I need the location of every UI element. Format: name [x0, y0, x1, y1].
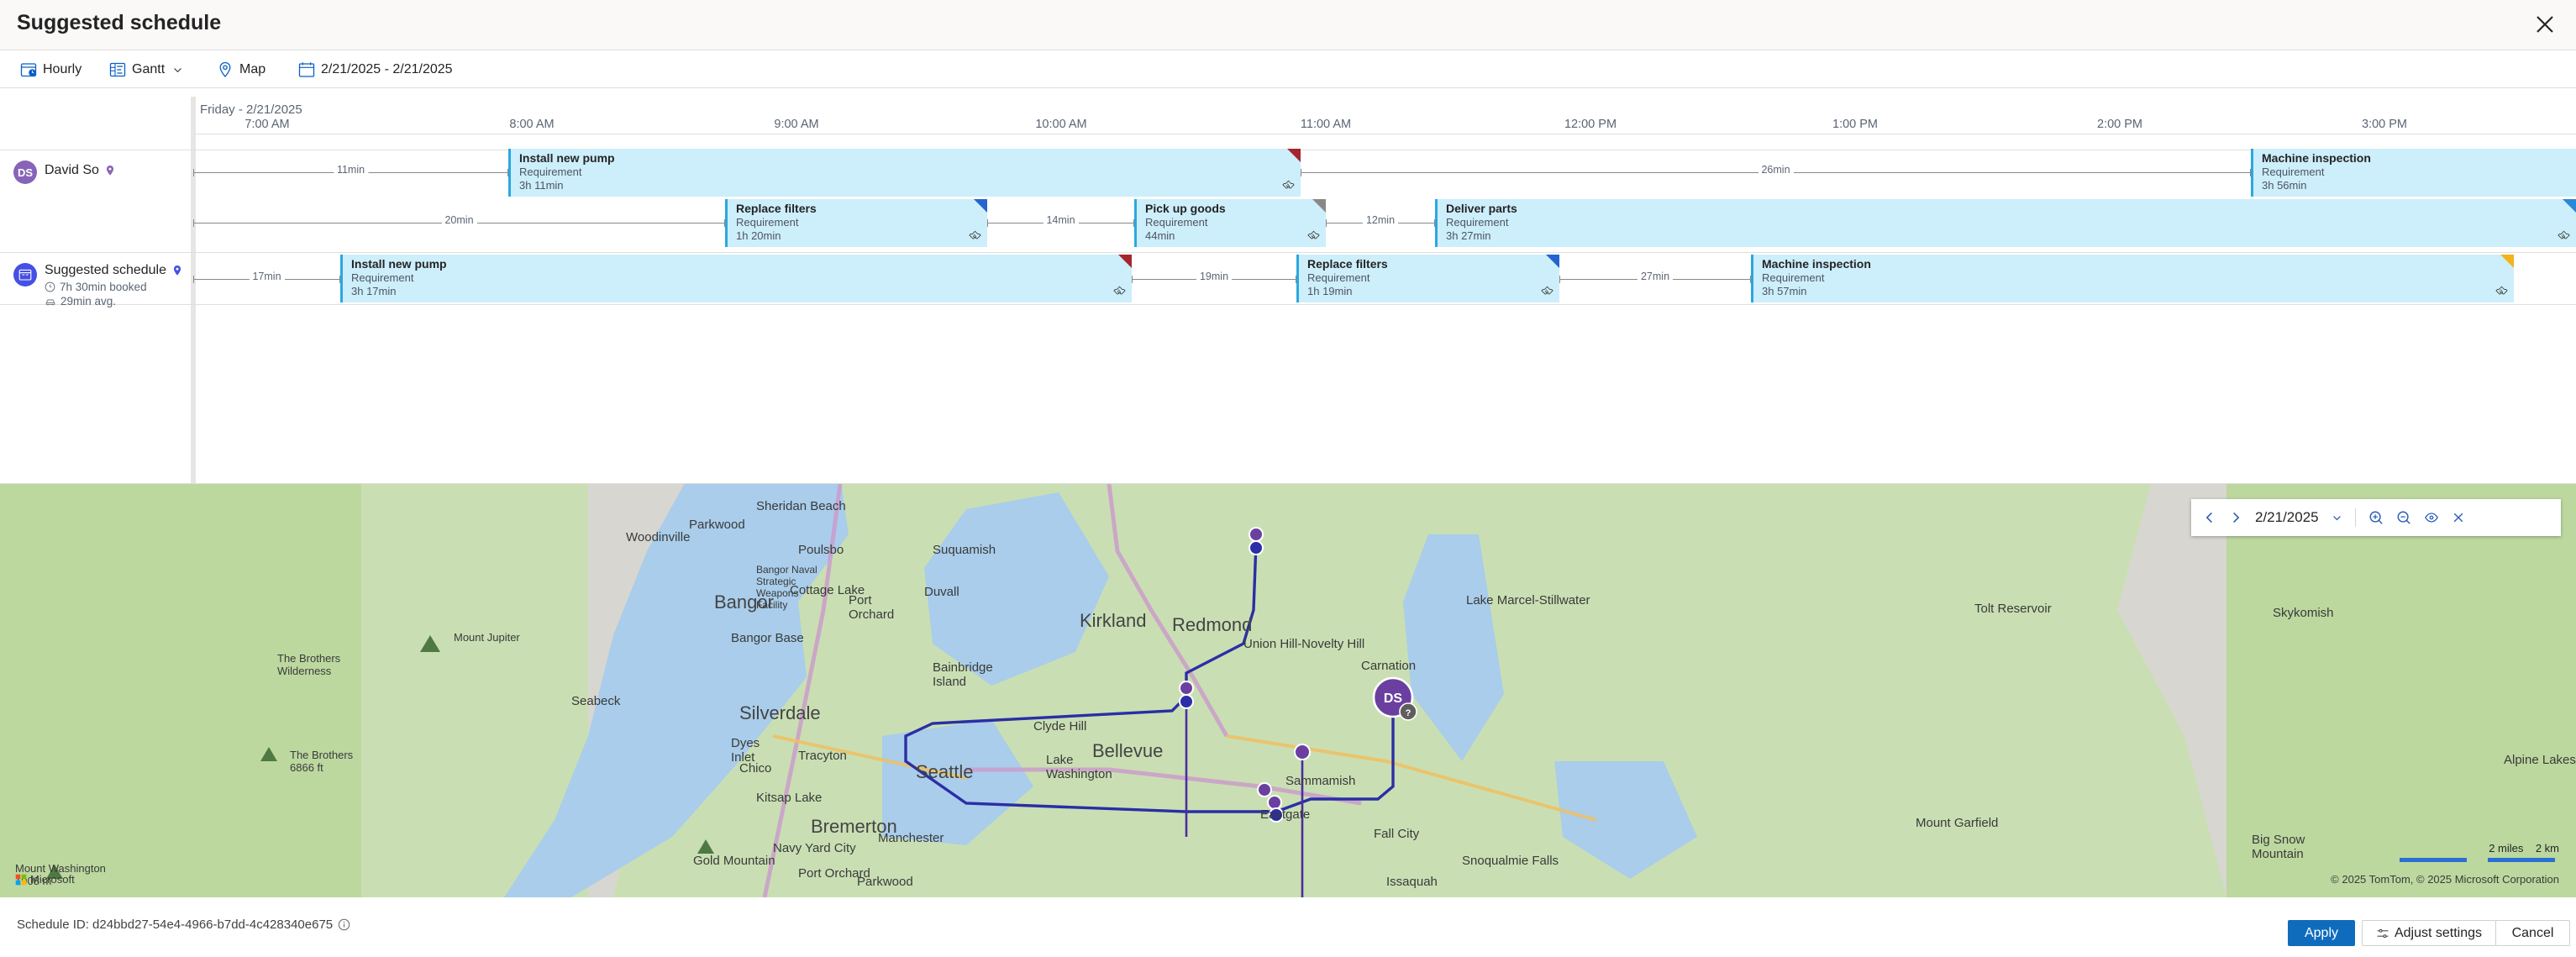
svg-text:DS: DS — [1384, 691, 1403, 706]
svg-text:?: ? — [1406, 708, 1412, 718]
